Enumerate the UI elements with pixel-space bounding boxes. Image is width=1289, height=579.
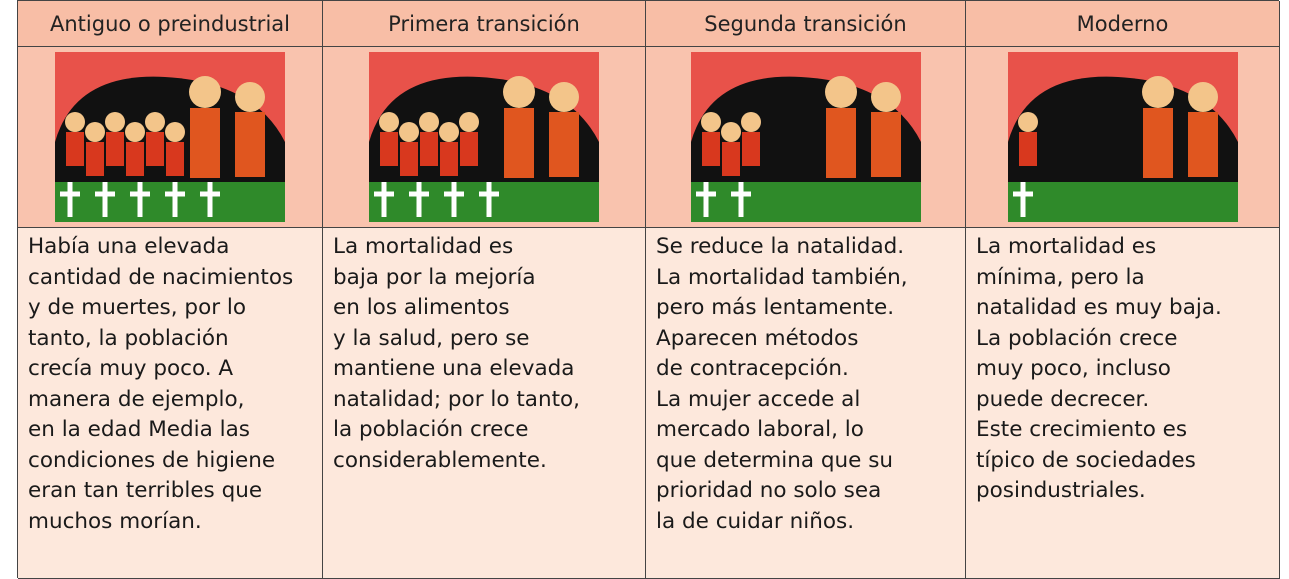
text-line: La mortalidad es: [976, 234, 1157, 259]
text-line: tanto, la población: [28, 325, 229, 351]
text-line: posindustriales.: [976, 478, 1146, 503]
text-line: que determina que su: [656, 447, 894, 473]
text-line: Se reduce la natalidad.: [656, 234, 905, 259]
text-line: y la salud, pero se: [333, 325, 530, 351]
text-line: prioridad no solo sea: [656, 478, 882, 503]
text-line: Aparecen métodos: [656, 325, 859, 351]
text-line: mínima, pero la: [976, 264, 1145, 290]
text-line: pero más lentamente.: [656, 295, 895, 320]
text-line: baja por la mejoría: [333, 264, 536, 290]
image-cell: [323, 47, 646, 228]
text-line: mantiene una elevada: [333, 356, 575, 381]
text-line: de contracepción.: [656, 356, 849, 381]
text-line: La mortalidad es: [333, 234, 514, 259]
description-cell: Se reduce la natalidad. La mortalidad tam…: [646, 228, 966, 579]
text-line: la población crece: [333, 417, 529, 442]
text-line: condiciones de higiene: [28, 447, 276, 473]
text-line: eran tan terribles que: [28, 478, 263, 503]
column-header: Antiguo o preindustrial: [18, 1, 323, 47]
illustration: [369, 52, 599, 222]
text-line: La mortalidad también,: [656, 264, 908, 290]
image-cell: [18, 47, 323, 228]
text-line: muy poco, incluso: [976, 356, 1171, 381]
column-header: Segunda transición: [646, 1, 966, 47]
text-line: crecía muy poco. A: [28, 356, 234, 381]
text-line: y de muertes, por lo: [28, 295, 247, 320]
text-line: en la edad Media las: [28, 417, 250, 442]
illustration: [690, 52, 921, 222]
text-line: La mujer accede al: [656, 386, 861, 412]
text-line: natalidad; por lo tanto,: [333, 386, 580, 412]
text-line: muchos morían.: [28, 508, 202, 534]
illustration: [1007, 52, 1238, 222]
text-line: natalidad es muy baja.: [976, 295, 1222, 320]
text-line: Había una elevada: [28, 234, 230, 259]
table: Antiguo o preindustrial Había una elevada…: [17, 0, 1280, 579]
text-line: puede decrecer.: [976, 386, 1150, 412]
illustration: [55, 52, 285, 222]
column-header: Primera transición: [323, 1, 646, 47]
description-cell: Había una elevada cantidad de nacimientos…: [18, 228, 323, 579]
text-line: en los alimentos: [333, 295, 510, 320]
description-cell: La mortalidad es mínima, pero la natalidad…: [966, 228, 1280, 579]
image-cell: [646, 47, 966, 228]
text-line: considerablemente.: [333, 447, 547, 473]
text-line: Este crecimiento es: [976, 417, 1188, 442]
text-line: la de cuidar niños.: [656, 508, 855, 534]
text-line: manera de ejemplo,: [28, 386, 245, 412]
description-cell: La mortalidad es baja por la mejoría en lo…: [323, 228, 646, 579]
text-line: mercado laboral, lo: [656, 417, 864, 442]
column-header: Moderno: [966, 1, 1280, 47]
text-line: cantidad de nacimientos: [28, 264, 294, 290]
text-line: típico de sociedades: [976, 447, 1196, 473]
image-cell: [966, 47, 1280, 228]
text-line: La población crece: [976, 325, 1178, 351]
